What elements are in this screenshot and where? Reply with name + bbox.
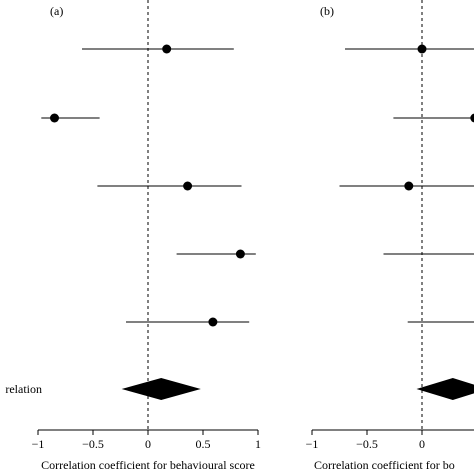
estimate-point-b-1 — [417, 44, 427, 54]
panel-label-a: (a) — [50, 4, 63, 18]
x-tick-label-a-1: −1 — [32, 437, 45, 451]
estimate-point-a-2 — [50, 113, 59, 123]
x-tick-label-b-2: −0.5 — [356, 437, 378, 451]
x-tick-label-a-3: 0 — [145, 437, 151, 451]
estimate-point-a-4 — [235, 249, 245, 259]
estimate-point-b-2 — [470, 113, 474, 123]
panel-b: (b) −1 −0.5 0 Correlation coefficient for bo — [306, 0, 474, 472]
x-tick-label-b-1: −1 — [306, 437, 319, 451]
x-axis-label-a: Correlation coefficient for behavioural … — [41, 458, 255, 472]
pooled-diamond-b — [416, 378, 474, 400]
pooled-label-a: relation — [5, 382, 42, 396]
x-axis-label-b: Correlation coefficient for bo — [314, 458, 455, 472]
estimate-point-a-5 — [208, 317, 218, 327]
x-tick-label-a-4: 0.5 — [196, 437, 211, 451]
estimate-point-a-1 — [162, 44, 172, 54]
estimate-point-a-3 — [183, 181, 193, 191]
x-tick-label-a-2: −0.5 — [82, 437, 104, 451]
panel-label-b: (b) — [320, 4, 334, 18]
x-tick-label-a-5: 1 — [255, 437, 261, 451]
estimate-point-b-3 — [404, 181, 414, 191]
x-tick-label-b-3: 0 — [419, 437, 425, 451]
pooled-diamond-a — [121, 378, 201, 400]
